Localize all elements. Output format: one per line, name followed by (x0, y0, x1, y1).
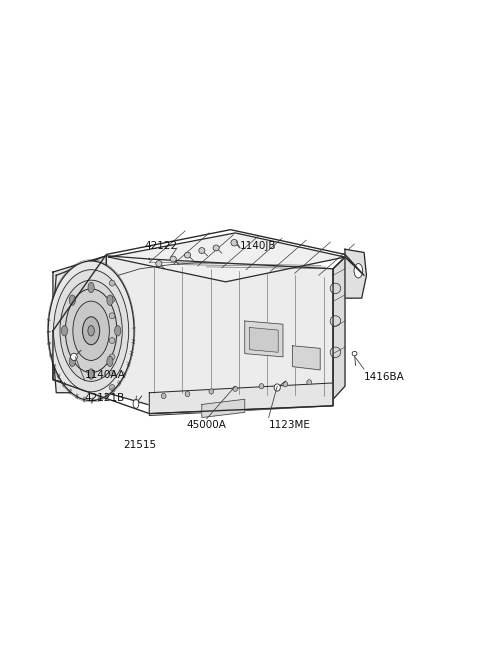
Text: 1140JB: 1140JB (240, 240, 276, 251)
Ellipse shape (88, 326, 95, 336)
Ellipse shape (352, 351, 357, 356)
Ellipse shape (213, 245, 219, 251)
Text: 42122: 42122 (145, 240, 178, 251)
Ellipse shape (69, 295, 75, 305)
Ellipse shape (233, 386, 238, 392)
Polygon shape (107, 255, 333, 409)
Polygon shape (51, 255, 107, 393)
Ellipse shape (83, 317, 100, 345)
Ellipse shape (307, 380, 312, 385)
Polygon shape (292, 346, 320, 370)
Ellipse shape (170, 256, 176, 262)
Ellipse shape (88, 369, 94, 379)
Ellipse shape (109, 370, 115, 376)
Ellipse shape (109, 354, 115, 360)
Ellipse shape (107, 295, 113, 305)
Ellipse shape (60, 280, 122, 381)
Polygon shape (345, 250, 366, 298)
Polygon shape (250, 328, 278, 352)
Ellipse shape (259, 384, 264, 389)
Polygon shape (333, 257, 345, 400)
Ellipse shape (107, 356, 113, 367)
Polygon shape (109, 233, 345, 282)
Ellipse shape (73, 301, 109, 360)
Ellipse shape (71, 353, 77, 360)
Ellipse shape (109, 384, 115, 390)
Polygon shape (149, 383, 333, 413)
Ellipse shape (354, 263, 363, 278)
Ellipse shape (274, 384, 280, 391)
Ellipse shape (209, 389, 214, 394)
Text: 1140AA: 1140AA (85, 369, 126, 380)
Ellipse shape (109, 280, 115, 286)
Ellipse shape (283, 382, 288, 387)
Ellipse shape (88, 282, 94, 293)
Ellipse shape (69, 356, 75, 367)
Ellipse shape (109, 313, 115, 319)
Polygon shape (245, 321, 283, 357)
Ellipse shape (184, 252, 191, 258)
Ellipse shape (185, 392, 190, 397)
Ellipse shape (133, 400, 139, 408)
Ellipse shape (61, 326, 68, 336)
Polygon shape (149, 400, 333, 415)
Ellipse shape (330, 347, 341, 358)
Ellipse shape (156, 261, 162, 267)
Ellipse shape (115, 326, 121, 336)
Text: 1416BA: 1416BA (364, 372, 405, 382)
Polygon shape (53, 255, 107, 393)
Ellipse shape (330, 283, 341, 293)
Ellipse shape (109, 297, 115, 303)
Text: 1123ME: 1123ME (269, 420, 311, 430)
Ellipse shape (161, 394, 166, 399)
Ellipse shape (109, 337, 115, 343)
Ellipse shape (48, 261, 134, 401)
Ellipse shape (199, 248, 205, 253)
Text: 21515: 21515 (123, 440, 156, 450)
Ellipse shape (330, 316, 341, 326)
Polygon shape (202, 400, 245, 417)
Ellipse shape (231, 240, 238, 246)
Text: 42121B: 42121B (85, 393, 125, 403)
Text: 45000A: 45000A (187, 420, 227, 430)
Ellipse shape (65, 289, 117, 373)
Ellipse shape (54, 270, 129, 392)
